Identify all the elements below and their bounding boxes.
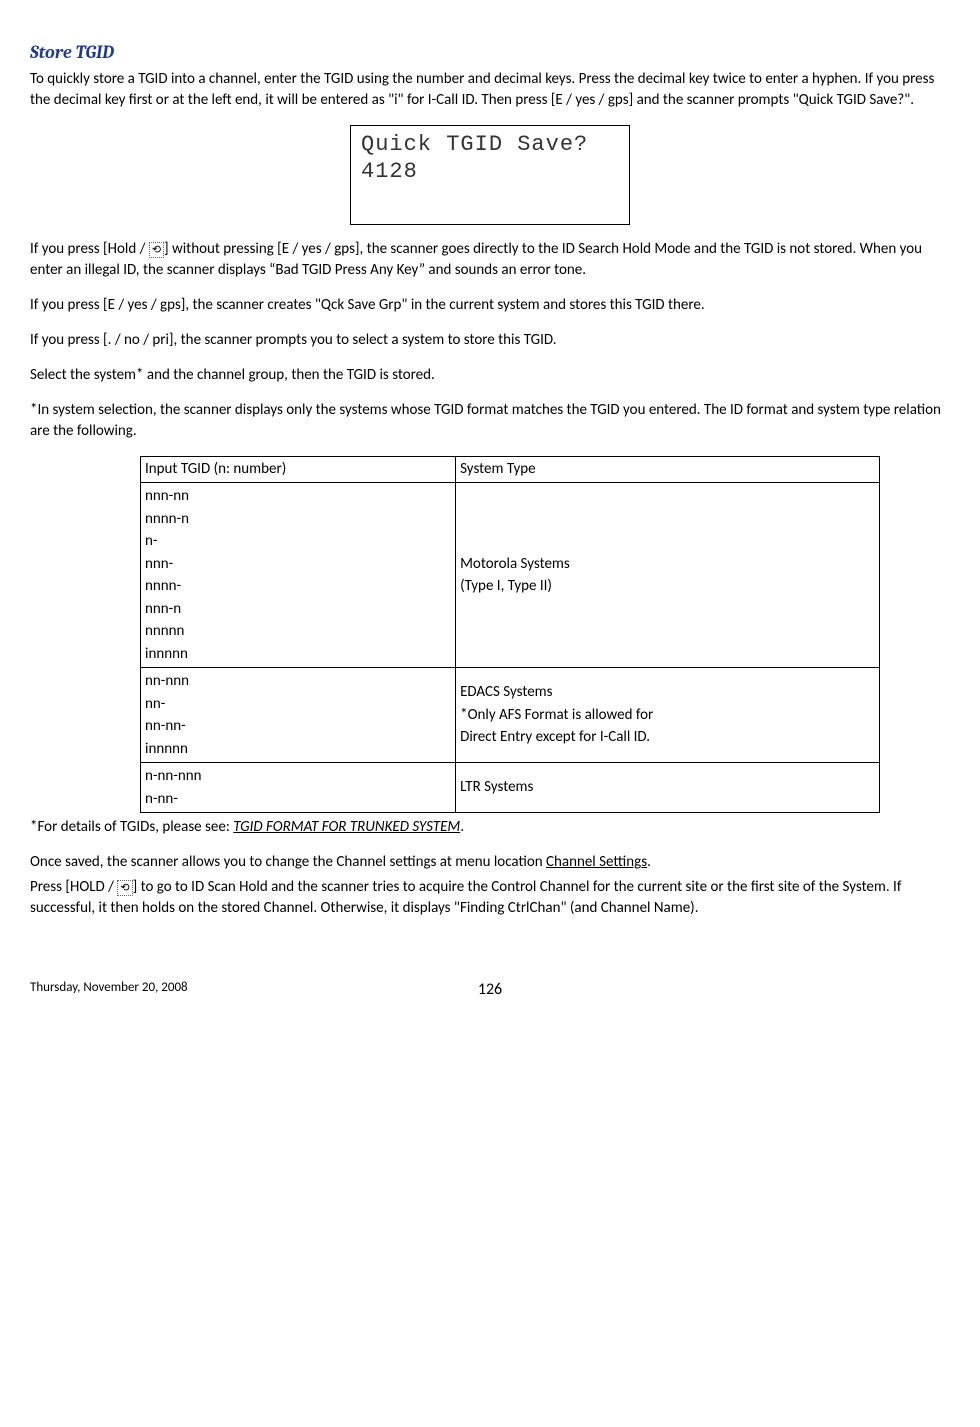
p2-part-b: ] without pressing [E / yes / gps], the … <box>30 240 922 279</box>
resume-icon: ⟲ <box>117 880 132 896</box>
p9-part-b: ] to go to ID Scan Hold and the scanner … <box>30 878 901 917</box>
paragraph-6: *In system selection, the scanner displa… <box>30 400 950 442</box>
page-footer: Thursday, November 20, 2008 126 <box>30 979 950 997</box>
channel-settings-link[interactable]: Channel Settings <box>546 853 647 871</box>
lcd-display: Quick TGID Save? 4128 <box>350 125 630 225</box>
paragraph-8: Once saved, the scanner allows you to ch… <box>30 852 950 873</box>
p8-part-a: Once saved, the scanner allows you to ch… <box>30 853 546 871</box>
p7-part-a: *For details of TGIDs, please see: <box>30 818 233 836</box>
tgid-format-table: Input TGID (n: number) System Type nnn-n… <box>140 456 880 813</box>
table-row: n-nn-nnn n-nn- LTR Systems <box>141 763 880 813</box>
footer-date: Thursday, November 20, 2008 <box>30 979 188 997</box>
paragraph-9: Press [HOLD / ⟲] to go to ID Scan Hold a… <box>30 877 950 919</box>
cell-systype-edacs: EDACS Systems *Only AFS Format is allowe… <box>456 668 880 763</box>
table-header-row: Input TGID (n: number) System Type <box>141 457 880 483</box>
paragraph-3: If you press [E / yes / gps], the scanne… <box>30 295 950 316</box>
cell-tgid-ltr: n-nn-nnn n-nn- <box>141 763 456 813</box>
p9-part-a: Press [HOLD / <box>30 878 117 896</box>
lcd-line2: 4128 <box>361 159 619 185</box>
lcd-line1: Quick TGID Save? <box>361 132 619 158</box>
paragraph-2: If you press [Hold / ⟲] without pressing… <box>30 239 950 281</box>
cell-systype-ltr: LTR Systems <box>456 763 880 813</box>
footer-page-number: 126 <box>478 979 502 1001</box>
resume-icon: ⟲ <box>149 242 164 258</box>
section-title: Store TGID <box>30 40 950 65</box>
cell-tgid-motorola: nnn-nn nnnn-n n- nnn- nnnn- nnn-n nnnnn … <box>141 483 456 668</box>
tgid-format-link[interactable]: TGID FORMAT FOR TRUNKED SYSTEM <box>233 818 460 836</box>
paragraph-4: If you press [. / no / pri], the scanner… <box>30 330 950 351</box>
header-input-tgid: Input TGID (n: number) <box>141 457 456 483</box>
cell-tgid-edacs: nn-nnn nn- nn-nn- innnnn <box>141 668 456 763</box>
p2-part-a: If you press [Hold / <box>30 240 149 258</box>
paragraph-7: *For details of TGIDs, please see: TGID … <box>30 817 950 838</box>
cell-systype-motorola: Motorola Systems (Type I, Type II) <box>456 483 880 668</box>
p7-part-b: . <box>460 818 464 836</box>
table-row: nnn-nn nnnn-n n- nnn- nnnn- nnn-n nnnnn … <box>141 483 880 668</box>
header-system-type: System Type <box>456 457 880 483</box>
paragraph-1: To quickly store a TGID into a channel, … <box>30 69 950 111</box>
table-row: nn-nnn nn- nn-nn- innnnn EDACS Systems *… <box>141 668 880 763</box>
p8-part-b: . <box>647 853 651 871</box>
paragraph-5: Select the system* and the channel group… <box>30 365 950 386</box>
